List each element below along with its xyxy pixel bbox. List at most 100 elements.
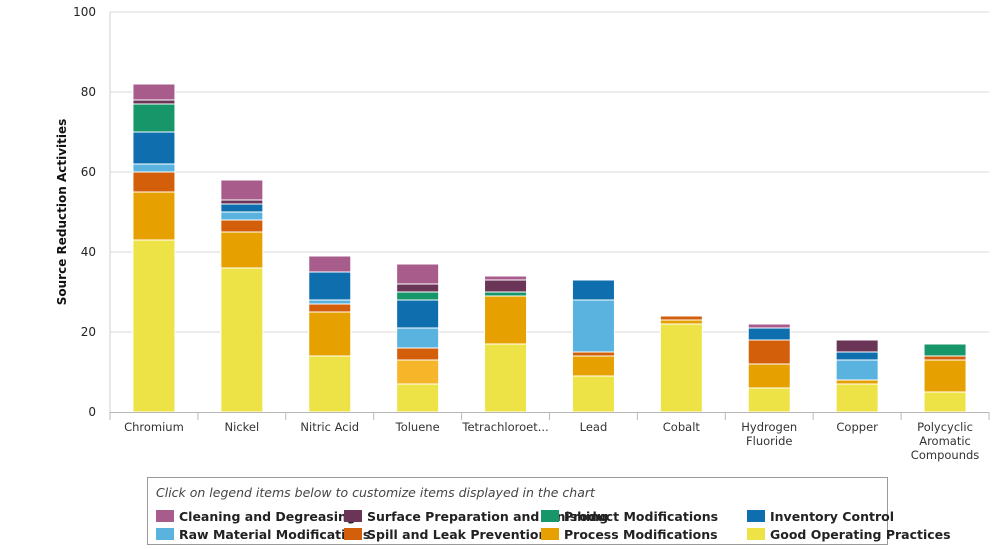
bar-segment[interactable] [396, 283, 440, 293]
legend-item[interactable]: Cleaning and Degreasing [156, 508, 356, 524]
chart-legend: Click on legend items below to customize… [147, 477, 951, 545]
bar-stack[interactable] [747, 323, 791, 413]
bar-stack[interactable] [308, 255, 352, 413]
legend-swatch [344, 510, 362, 522]
bar-segment[interactable] [132, 163, 176, 173]
legend-label: Spill and Leak Prevention [367, 526, 548, 542]
bar-segment[interactable] [132, 191, 176, 241]
bar-segment[interactable] [396, 263, 440, 285]
bar-segment[interactable] [835, 339, 879, 353]
y-axis-label: Source Reduction Activities [55, 119, 69, 306]
x-category-label: Polycyclic [917, 420, 973, 434]
x-category-label: Fluoride [746, 434, 792, 448]
x-category-label: Copper [836, 420, 878, 434]
x-category-label: Lead [580, 420, 608, 434]
bar-segment[interactable] [396, 359, 440, 385]
bar-segment[interactable] [923, 391, 967, 413]
bar-segment[interactable] [571, 279, 615, 301]
bar-segment[interactable] [132, 103, 176, 133]
x-category-label: Compounds [911, 448, 979, 462]
x-category-label: Chromium [124, 420, 184, 434]
legend-item[interactable]: Spill and Leak Prevention [344, 526, 547, 542]
bar-segment[interactable] [571, 299, 615, 353]
legend-swatch [156, 510, 174, 522]
bar-segment[interactable] [923, 359, 967, 393]
bar-segment[interactable] [835, 383, 879, 413]
bar-segment[interactable] [132, 239, 176, 413]
bar-segment[interactable] [484, 291, 528, 297]
bar-segment[interactable] [923, 355, 967, 361]
x-category-label: Tetrachloroet... [461, 420, 548, 434]
bar-segment[interactable] [484, 343, 528, 413]
bar-stack[interactable] [923, 343, 967, 413]
chart-bars[interactable] [132, 83, 967, 413]
bar-stack[interactable] [132, 83, 176, 413]
bar-segment[interactable] [659, 315, 703, 321]
legend-swatch [156, 528, 174, 540]
bar-segment[interactable] [132, 83, 176, 101]
bar-segment[interactable] [747, 339, 791, 365]
bar-segment[interactable] [308, 355, 352, 413]
legend-swatch [541, 528, 559, 540]
bar-segment[interactable] [396, 291, 440, 301]
bar-segment[interactable] [484, 279, 528, 293]
bar-segment[interactable] [220, 211, 264, 221]
y-tick-label: 20 [81, 325, 96, 339]
x-category-label: Aromatic [919, 434, 971, 448]
bar-stack[interactable] [835, 339, 879, 413]
bar-segment[interactable] [396, 347, 440, 361]
bar-segment[interactable] [484, 295, 528, 345]
legend-hint-text: Click on legend items below to customize… [156, 485, 595, 500]
x-category-label: Toluene [395, 420, 440, 434]
bar-stack[interactable] [659, 315, 703, 413]
bar-segment[interactable] [396, 299, 440, 329]
bar-segment[interactable] [220, 231, 264, 269]
legend-item[interactable]: Process Modifications [541, 526, 718, 542]
bar-segment[interactable] [220, 199, 264, 205]
bar-segment[interactable] [308, 311, 352, 357]
bar-segment[interactable] [835, 379, 879, 385]
bar-segment[interactable] [308, 271, 352, 301]
bar-segment[interactable] [747, 327, 791, 341]
bar-segment[interactable] [220, 219, 264, 233]
legend-swatch [747, 510, 765, 522]
legend-label: Process Modifications [564, 526, 718, 542]
bar-segment[interactable] [220, 267, 264, 413]
bar-segment[interactable] [308, 299, 352, 305]
bar-segment[interactable] [396, 383, 440, 413]
bar-stack[interactable] [220, 179, 264, 413]
bar-segment[interactable] [132, 171, 176, 193]
bar-segment[interactable] [571, 355, 615, 377]
legend-item[interactable]: Product Modifications [541, 508, 718, 524]
bar-stack[interactable] [396, 263, 440, 413]
legend-label: Good Operating Practices [770, 526, 951, 542]
bar-segment[interactable] [659, 319, 703, 325]
legend-label: Cleaning and Degreasing [179, 508, 356, 524]
bar-segment[interactable] [132, 99, 176, 105]
bar-segment[interactable] [835, 351, 879, 361]
bar-segment[interactable] [132, 131, 176, 165]
bar-segment[interactable] [659, 323, 703, 413]
bar-segment[interactable] [747, 323, 791, 329]
legend-item[interactable]: Inventory Control [747, 508, 894, 524]
legend-item[interactable]: Good Operating Practices [747, 526, 951, 542]
bar-segment[interactable] [308, 303, 352, 313]
bar-segment[interactable] [835, 359, 879, 381]
bar-segment[interactable] [220, 203, 264, 213]
bar-segment[interactable] [396, 327, 440, 349]
bar-stack[interactable] [571, 279, 615, 413]
bar-segment[interactable] [571, 375, 615, 413]
y-tick-label: 40 [81, 245, 96, 259]
bar-segment[interactable] [923, 343, 967, 357]
bar-segment[interactable] [747, 363, 791, 389]
bar-stack[interactable] [484, 275, 528, 413]
legend-item[interactable]: Raw Material Modifications [156, 526, 370, 542]
y-tick-label: 0 [88, 405, 96, 419]
bar-segment[interactable] [484, 275, 528, 281]
bar-segment[interactable] [308, 255, 352, 273]
bar-segment[interactable] [220, 179, 264, 201]
bar-segment[interactable] [747, 387, 791, 413]
bar-segment[interactable] [571, 351, 615, 357]
y-tick-label: 100 [73, 5, 96, 19]
